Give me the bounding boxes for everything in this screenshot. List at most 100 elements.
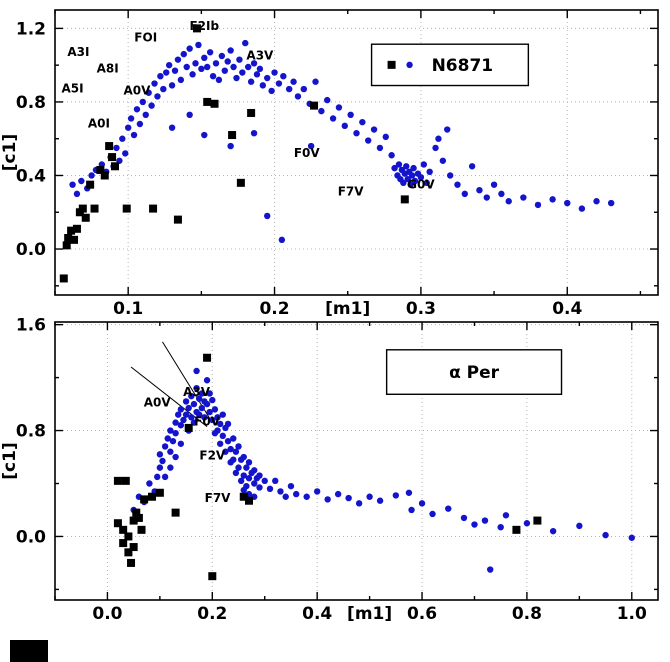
data-point-square bbox=[122, 204, 131, 213]
data-point-dot bbox=[209, 72, 217, 80]
data-point-dot bbox=[214, 414, 221, 421]
data-point-square bbox=[192, 24, 201, 33]
data-point-dot bbox=[183, 63, 190, 71]
legend-label: N6871 bbox=[432, 56, 494, 76]
data-point-dot bbox=[307, 142, 315, 150]
data-point-dot bbox=[180, 50, 187, 58]
data-point-square bbox=[203, 97, 212, 106]
data-point-square bbox=[171, 508, 180, 517]
data-point-dot bbox=[188, 392, 195, 400]
data-point-dot bbox=[445, 505, 452, 512]
data-point-dot bbox=[549, 527, 557, 535]
data-point-dot bbox=[400, 179, 407, 187]
x-tick-label: 0.8 bbox=[512, 604, 542, 624]
data-point-square bbox=[86, 180, 95, 189]
data-point-dot bbox=[272, 477, 279, 485]
data-point-dot bbox=[212, 60, 220, 67]
data-point-square bbox=[132, 508, 141, 517]
data-point-dot bbox=[224, 420, 232, 428]
data-point-dot bbox=[335, 104, 343, 111]
plot-frame bbox=[54, 321, 659, 601]
data-point-dot bbox=[216, 440, 224, 447]
data-point-dot bbox=[218, 52, 226, 60]
data-point-dot bbox=[201, 414, 208, 421]
spectral-type-label: A5I bbox=[62, 82, 84, 96]
data-point-dot bbox=[206, 390, 213, 397]
data-point-dot bbox=[195, 395, 203, 402]
data-point-dot bbox=[498, 190, 505, 198]
data-point-dot bbox=[130, 131, 138, 139]
data-point-dot bbox=[313, 488, 321, 495]
data-point-square bbox=[236, 178, 245, 187]
data-point-dot bbox=[497, 523, 504, 531]
data-point-dot bbox=[487, 566, 494, 573]
data-point-dot bbox=[256, 65, 264, 73]
data-point-dot bbox=[198, 390, 206, 397]
spectral-type-label: F2V bbox=[199, 449, 226, 463]
data-point-dot bbox=[215, 76, 223, 84]
data-point-dot bbox=[177, 406, 185, 413]
data-point-dot bbox=[239, 69, 246, 76]
spectral-type-label: A0V bbox=[144, 396, 172, 410]
data-point-dot bbox=[167, 464, 174, 471]
data-point-dot bbox=[256, 484, 263, 491]
data-point-dot bbox=[180, 416, 187, 424]
data-point-square bbox=[137, 525, 146, 534]
data-point-dot bbox=[206, 49, 214, 56]
data-point-dot bbox=[294, 93, 302, 100]
data-point-dot bbox=[268, 87, 275, 95]
data-point-dot bbox=[287, 482, 295, 490]
data-point-dot bbox=[395, 161, 403, 168]
data-point-dot bbox=[193, 384, 200, 392]
data-point-dot bbox=[502, 512, 510, 519]
data-point-dot bbox=[172, 430, 179, 437]
data-point-dot bbox=[303, 493, 310, 500]
spectral-type-label: F0V bbox=[294, 146, 321, 160]
x-tick-label: 0.0 bbox=[92, 604, 122, 624]
x-axis-label: [m1] bbox=[347, 604, 392, 624]
data-point-dot bbox=[534, 201, 542, 209]
spectral-type-label: A8I bbox=[97, 62, 119, 76]
data-point-dot bbox=[182, 398, 190, 405]
data-point-dot bbox=[69, 181, 76, 188]
data-point-dot bbox=[418, 500, 426, 507]
data-point-dot bbox=[222, 448, 229, 455]
data-point-square bbox=[134, 513, 143, 522]
x-tick-label: 0.4 bbox=[552, 299, 582, 319]
data-point-dot bbox=[193, 367, 200, 375]
data-point-dot bbox=[151, 80, 158, 87]
data-point-dot bbox=[256, 472, 263, 479]
x-tick-label: 0.3 bbox=[406, 299, 436, 319]
data-point-dot bbox=[429, 510, 436, 518]
data-point-dot bbox=[578, 205, 586, 212]
data-point-dot bbox=[264, 212, 271, 220]
data-point-square bbox=[210, 99, 219, 108]
data-point-dot bbox=[242, 39, 249, 47]
data-point-square bbox=[228, 131, 237, 140]
data-point-dot bbox=[164, 435, 171, 442]
data-point-dot bbox=[136, 120, 144, 128]
data-point-dot bbox=[211, 430, 219, 437]
legend-box bbox=[385, 349, 563, 395]
data-point-dot bbox=[410, 164, 417, 172]
data-point-square bbox=[124, 548, 133, 557]
data-point-dot bbox=[505, 198, 512, 205]
data-point-dot bbox=[240, 472, 247, 479]
spectral-type-label: A0I bbox=[88, 117, 110, 131]
y-axis-label: [c1] bbox=[0, 442, 20, 479]
data-point-dot bbox=[156, 451, 164, 458]
data-point-dot bbox=[221, 67, 228, 74]
data-point-dot bbox=[476, 186, 483, 194]
data-point-dot bbox=[353, 129, 360, 137]
data-point-dot bbox=[245, 475, 253, 482]
data-point-dot bbox=[227, 47, 234, 54]
data-point-square bbox=[64, 234, 73, 242]
data-point-dot bbox=[124, 124, 132, 131]
data-point-dot bbox=[185, 404, 192, 412]
data-point-dot bbox=[127, 115, 135, 122]
data-point-dot bbox=[602, 531, 609, 539]
data-point-dot bbox=[227, 459, 234, 466]
spectral-type-label: F0V bbox=[194, 414, 221, 428]
data-point-square bbox=[90, 204, 99, 213]
